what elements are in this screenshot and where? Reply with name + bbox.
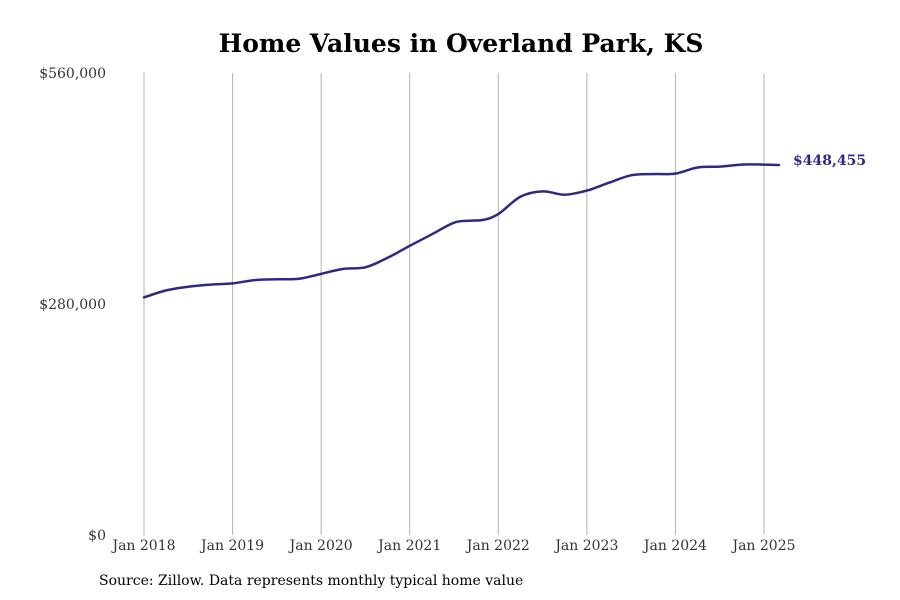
x-tick-label: Jan 2023 — [553, 538, 618, 554]
x-tick-label: Jan 2025 — [730, 538, 795, 554]
y-axis-ticks: $0 $280,000 $560,000 — [39, 66, 106, 544]
x-tick-label: Jan 2022 — [465, 538, 530, 554]
chart-title: Home Values in Overland Park, KS — [218, 29, 704, 58]
x-axis-ticks: Jan 2018 Jan 2019 Jan 2020 Jan 2021 Jan 2022… — [110, 538, 795, 554]
y-tick-label: $280,000 — [39, 297, 106, 313]
x-tick-label: Jan 2021 — [376, 538, 441, 554]
end-value-label: $448,455 — [793, 153, 866, 169]
x-tick-label: Jan 2020 — [288, 538, 353, 554]
x-tick-label: Jan 2018 — [110, 538, 175, 554]
x-tick-label: Jan 2024 — [642, 538, 707, 554]
source-note: Source: Zillow. Data represents monthly … — [99, 573, 524, 589]
x-tick-label: Jan 2019 — [199, 538, 264, 554]
grid-lines — [143, 73, 765, 535]
y-tick-label: $0 — [88, 528, 106, 544]
series-line — [142, 163, 781, 299]
y-tick-label: $560,000 — [39, 66, 106, 82]
